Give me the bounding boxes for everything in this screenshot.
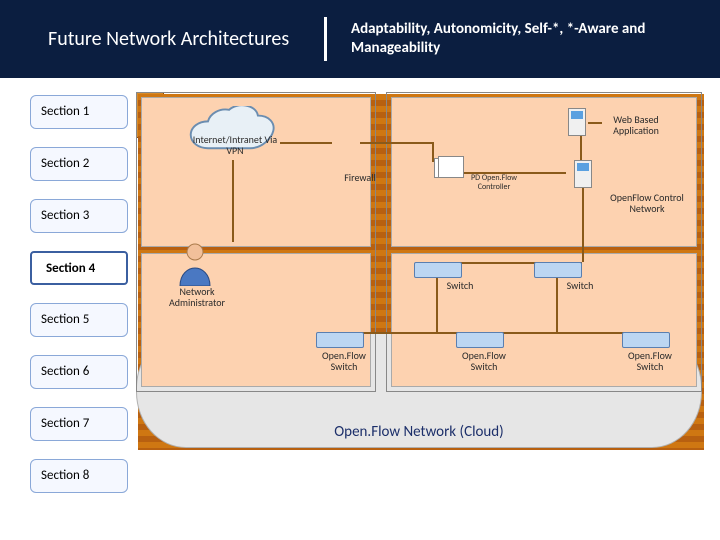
server-icon [568, 108, 586, 136]
edge [580, 132, 582, 160]
node-label-ofcn: OpenFlow Control Network [600, 192, 694, 214]
header-divider [324, 17, 327, 61]
node-label-firewall: Firewall [336, 172, 384, 183]
network-diagram: Open.Flow Network (Cloud) [136, 92, 706, 452]
edge [280, 142, 332, 144]
openflow-cloud-label: Open.Flow Network (Cloud) [137, 423, 701, 441]
node-label-ofswitch: Open.Flow Switch [456, 350, 512, 372]
document-stack-icon [434, 158, 458, 178]
server-icon [574, 160, 592, 188]
node-label-switch: Switch [558, 280, 602, 291]
section-4-button[interactable]: Section 4 [30, 251, 128, 285]
edge [360, 142, 432, 144]
node-label-ofswitch: Open.Flow Switch [622, 350, 678, 372]
node-label-switch: Switch [438, 280, 482, 291]
node-label-webapp: Web Based Application [596, 114, 676, 136]
node-label-netadmin: Network Administrator [162, 286, 232, 308]
section-3-button[interactable]: Section 3 [30, 199, 128, 233]
section-7-button[interactable]: Section 7 [30, 407, 128, 441]
header-title-right: Adaptability, Autonomicity, Self-*, *-Aw… [351, 20, 651, 59]
section-6-button[interactable]: Section 6 [30, 355, 128, 389]
edge [582, 188, 584, 262]
header-title-left: Future Network Architectures [0, 27, 300, 51]
switch-icon [316, 332, 364, 348]
node-label-pdctl: PD Open.Flow Controller [462, 174, 526, 192]
switch-icon [414, 262, 462, 278]
section-2-button[interactable]: Section 2 [30, 147, 128, 181]
section-1-button[interactable]: Section 1 [30, 95, 128, 129]
section-5-button[interactable]: Section 5 [30, 303, 128, 337]
header-bar: Future Network Architectures Adaptabilit… [0, 0, 720, 78]
node-label-ofswitch: Open.Flow Switch [316, 350, 372, 372]
switch-icon [456, 332, 504, 348]
slide: Future Network Architectures Adaptabilit… [0, 0, 720, 540]
section-nav: Section 1 Section 2 Section 3 Section 4 … [30, 95, 128, 511]
switch-icon [622, 332, 670, 348]
edge [232, 160, 234, 242]
section-8-button[interactable]: Section 8 [30, 459, 128, 493]
node-label-vpn: Internet/Intranet Via VPN [190, 134, 280, 156]
person-icon [174, 242, 216, 286]
switch-icon [534, 262, 582, 278]
